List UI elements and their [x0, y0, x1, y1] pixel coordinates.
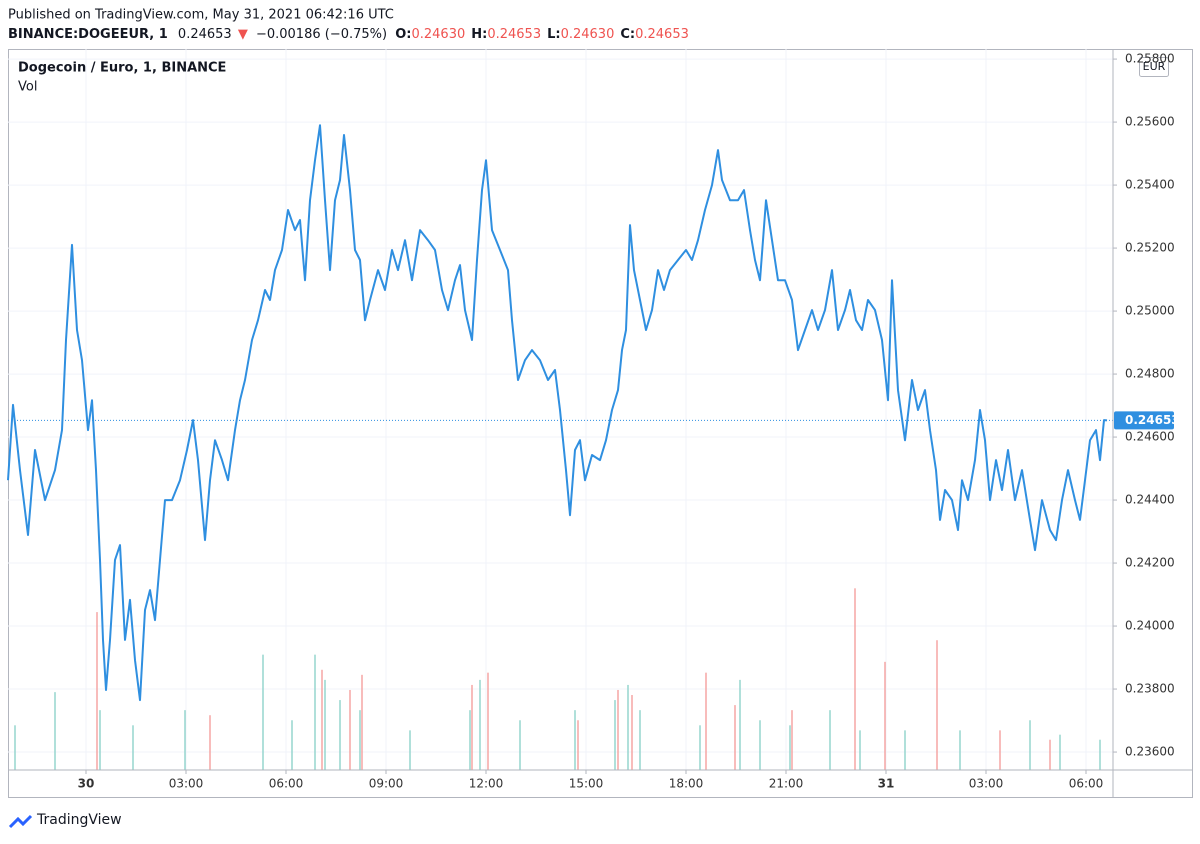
- volume-bar: [184, 710, 186, 770]
- ohlc-value: 0.24653: [487, 27, 541, 42]
- volume-bar: [614, 700, 616, 770]
- volume-bar: [617, 689, 619, 770]
- volume-bar: [339, 700, 341, 770]
- price-line: [7, 124, 1108, 702]
- x-tick-label: 18:00: [669, 777, 704, 791]
- ohlc: O:0.24630 H:0.24653 L:0.24630 C:0.24653: [395, 27, 689, 42]
- y-tick-label: 0.25800: [1125, 52, 1175, 66]
- volume-bar: [471, 684, 473, 770]
- volume-bar: [859, 730, 861, 770]
- volume-bar: [54, 692, 56, 770]
- volume-bar: [884, 661, 886, 770]
- volume-label: Vol: [18, 80, 37, 95]
- x-tick-label: 06:00: [1069, 777, 1104, 791]
- ohlc-key: H:: [471, 27, 487, 42]
- currency-box[interactable]: [1139, 57, 1169, 77]
- footer-brand: TradingView: [36, 812, 122, 828]
- volume-bar: [791, 710, 793, 770]
- volume-bar: [321, 669, 323, 770]
- y-tick-label: 0.25400: [1125, 178, 1175, 192]
- plot: [7, 49, 1113, 770]
- volume-bar: [14, 725, 16, 770]
- x-tick-label: 03:00: [169, 777, 204, 791]
- volume-bar: [936, 640, 938, 770]
- volume-bar: [1049, 739, 1051, 770]
- ohlc-value: 0.24653: [635, 27, 689, 42]
- y-tick-label: 0.23800: [1125, 682, 1175, 696]
- volume-bar: [577, 720, 579, 770]
- volume-bar: [705, 672, 707, 770]
- volume-bar: [262, 654, 264, 770]
- x-tick-label: 06:00: [269, 777, 304, 791]
- volume-bar: [1059, 734, 1061, 770]
- volume-bar: [739, 679, 741, 770]
- y-tick-label: 0.25000: [1125, 304, 1175, 318]
- currency[interactable]: EUR: [1143, 60, 1166, 73]
- ohlc-value: 0.24630: [411, 27, 465, 42]
- chart-frame: [8, 49, 1193, 798]
- ohlc-key: C:: [620, 27, 635, 42]
- down-arrow: ▼: [238, 27, 248, 42]
- volume-bar: [1099, 739, 1101, 770]
- volume-bar: [324, 679, 326, 770]
- y-tick-label: 0.25600: [1125, 115, 1175, 129]
- volume-bar: [99, 710, 101, 770]
- volume-bar: [291, 720, 293, 770]
- last-price-box: [1114, 411, 1174, 430]
- volume-bar: [409, 730, 411, 770]
- volume-bar: [487, 672, 489, 770]
- volume-bar: [904, 730, 906, 770]
- volume-bar: [789, 725, 791, 770]
- volume-bar: [734, 705, 736, 770]
- y-tick-label: 0.23600: [1125, 745, 1175, 759]
- volume-bar: [759, 720, 761, 770]
- volume-bar: [209, 715, 211, 770]
- ohlc-key: O:: [395, 27, 411, 42]
- volume-bar: [479, 679, 481, 770]
- volume-bar: [359, 710, 361, 770]
- volume-bar: [132, 725, 134, 770]
- x-tick-label: 30: [78, 777, 95, 791]
- volume-bar: [639, 710, 641, 770]
- volume-bar: [519, 720, 521, 770]
- volume-bar: [349, 689, 351, 770]
- volume-bar: [361, 674, 363, 770]
- ohlc-value: 0.24630: [561, 27, 615, 42]
- change: −0.00186 (−0.75%): [256, 27, 387, 42]
- x-tick-label: 09:00: [369, 777, 404, 791]
- volume-bar: [699, 725, 701, 770]
- y-tick-label: 0.24400: [1125, 493, 1175, 507]
- volume-bar: [1029, 720, 1031, 770]
- volume-bar: [959, 730, 961, 770]
- quote-line: BINANCE:DOGEEUR, 1 0.24653 ▼ −0.00186 (−…: [8, 27, 689, 42]
- volume-bar: [631, 695, 633, 770]
- volume-bar: [574, 710, 576, 770]
- symbol: BINANCE:DOGEEUR, 1: [8, 27, 168, 42]
- volume-bar: [854, 588, 856, 770]
- last-price: 0.24653: [178, 27, 232, 42]
- y-tick-label: 0.24000: [1125, 619, 1175, 633]
- x-tick-label: 12:00: [469, 777, 504, 791]
- ohlc-key: L:: [547, 27, 560, 42]
- volume-bar: [999, 730, 1001, 770]
- volume-bar: [627, 684, 629, 770]
- y-tick-label: 0.24200: [1125, 556, 1175, 570]
- published-line: Published on TradingView.com, May 31, 20…: [8, 8, 394, 23]
- x-tick-label: 21:00: [769, 777, 804, 791]
- chart-title: Dogecoin / Euro, 1, BINANCE: [18, 61, 226, 76]
- y-tick-label: 0.25200: [1125, 241, 1175, 255]
- logo: [8, 814, 33, 829]
- volume-bar: [96, 612, 98, 770]
- x-tick-label: 31: [878, 777, 895, 791]
- y-tick-label: 0.24800: [1125, 367, 1175, 381]
- volume-bar: [469, 710, 471, 770]
- x-tick-label: 03:00: [969, 777, 1004, 791]
- last-price-label: 0.24653: [1125, 413, 1180, 427]
- volume-bar: [829, 710, 831, 770]
- volume-bar: [314, 654, 316, 770]
- x-tick-label: 15:00: [569, 777, 604, 791]
- y-tick-label: 0.24600: [1125, 430, 1175, 444]
